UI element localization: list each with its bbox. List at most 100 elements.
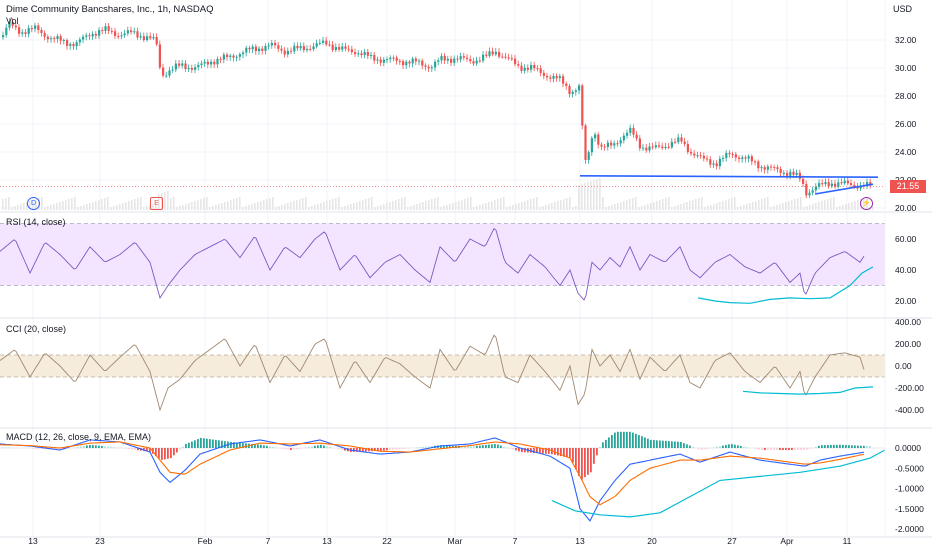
volume-bar <box>767 197 769 210</box>
candle-body <box>635 134 638 139</box>
candle-body <box>136 31 139 38</box>
candle-body <box>504 56 507 58</box>
volume-bar <box>677 205 679 210</box>
candle-body <box>158 44 161 68</box>
volume-bar <box>545 205 547 210</box>
volume-bar <box>578 185 580 210</box>
candle-body <box>440 56 443 61</box>
macd-histogram-bar <box>704 448 706 450</box>
candle-body <box>421 60 424 66</box>
volume-label: Vol <box>6 16 19 26</box>
candle-body <box>414 58 417 62</box>
candle-body <box>498 51 501 57</box>
volume-bar <box>125 202 127 210</box>
macd-histogram-bar <box>92 444 94 448</box>
candle-body <box>11 21 14 26</box>
volume-bar <box>563 199 565 210</box>
macd-histogram-bar <box>509 448 511 449</box>
volume-bar <box>251 204 253 210</box>
candle-body <box>382 59 385 63</box>
volume-bar <box>224 202 226 210</box>
candle-body <box>149 36 152 39</box>
volume-bar <box>8 197 10 210</box>
volume-bar <box>368 198 370 210</box>
candle-body <box>651 146 654 148</box>
dividend-marker-icon[interactable]: D <box>27 197 40 210</box>
macd-histogram-bar <box>353 448 355 452</box>
candle-body <box>14 25 17 28</box>
macd-histogram-bar <box>734 444 736 448</box>
macd-histogram-bar <box>470 446 472 448</box>
candle-body <box>248 47 251 50</box>
macd-histogram-bar <box>488 444 490 448</box>
volume-bar <box>842 205 844 210</box>
macd-histogram-bar <box>632 432 634 448</box>
volume-bar <box>509 206 511 210</box>
volume-bar <box>338 197 340 210</box>
volume-bar <box>452 203 454 210</box>
candle-body <box>274 42 277 46</box>
candle-body <box>725 152 728 159</box>
macd-histogram-bar <box>461 446 463 448</box>
macd-histogram-bar <box>671 441 673 448</box>
volume-bar <box>395 200 397 210</box>
volume-bar <box>377 206 379 210</box>
candle-body <box>616 143 619 145</box>
volume-bar <box>851 202 853 210</box>
candle-body <box>197 64 200 68</box>
macd-histogram-bar <box>236 442 238 448</box>
volume-bar <box>806 206 808 210</box>
candle-body <box>568 85 571 94</box>
macd-histogram-bar <box>821 445 823 448</box>
volume-bar <box>374 207 376 210</box>
macd-overlay-line <box>551 449 886 518</box>
volume-bar <box>287 203 289 210</box>
macd-histogram-bar <box>38 448 40 449</box>
macd-histogram-bar <box>131 448 133 450</box>
y-tick-label: -0.5000 <box>895 463 924 473</box>
y-tick-label: 0.00 <box>895 361 912 371</box>
candle-body <box>706 158 709 160</box>
macd-histogram-bar <box>356 448 358 452</box>
split-marker-icon[interactable]: ⚡ <box>860 197 873 210</box>
x-tick-label: 13 <box>28 536 38 546</box>
macd-histogram-bar <box>272 446 274 448</box>
candle-body <box>261 48 264 51</box>
candle-body <box>232 55 235 58</box>
volume-bar <box>473 207 475 210</box>
macd-histogram-bar <box>89 444 91 448</box>
candle-body <box>459 56 462 60</box>
volume-bar <box>494 200 496 210</box>
macd-histogram-bar <box>308 446 310 448</box>
macd-histogram-bar <box>185 443 187 448</box>
candle-body <box>594 134 597 139</box>
macd-histogram-bar <box>341 448 343 450</box>
candle-body <box>846 180 849 184</box>
volume-bar <box>653 202 655 210</box>
candle-body <box>488 51 491 56</box>
volume-bar <box>518 203 520 210</box>
y-tick-label: 28.00 <box>895 91 917 101</box>
macd-histogram-bar <box>764 448 766 451</box>
volume-bar <box>572 207 574 210</box>
macd-histogram-bar <box>101 445 103 448</box>
volume-bar <box>554 202 556 210</box>
volume-bar <box>62 201 64 210</box>
candle-body <box>366 51 369 56</box>
candle-body <box>507 57 510 59</box>
macd-histogram-bar <box>587 448 589 475</box>
candle-body <box>430 67 433 69</box>
macd-line <box>0 437 865 522</box>
macd-histogram-bar <box>668 441 670 448</box>
candle-body <box>472 61 475 64</box>
macd-histogram-bar <box>818 445 820 448</box>
candle-body <box>552 75 555 79</box>
candle-body <box>174 63 177 70</box>
earnings-marker-icon[interactable]: E <box>150 197 163 210</box>
candle-body <box>222 54 225 60</box>
volume-bar <box>857 200 859 210</box>
macd-histogram-bar <box>176 448 178 453</box>
candle-body <box>789 171 792 176</box>
